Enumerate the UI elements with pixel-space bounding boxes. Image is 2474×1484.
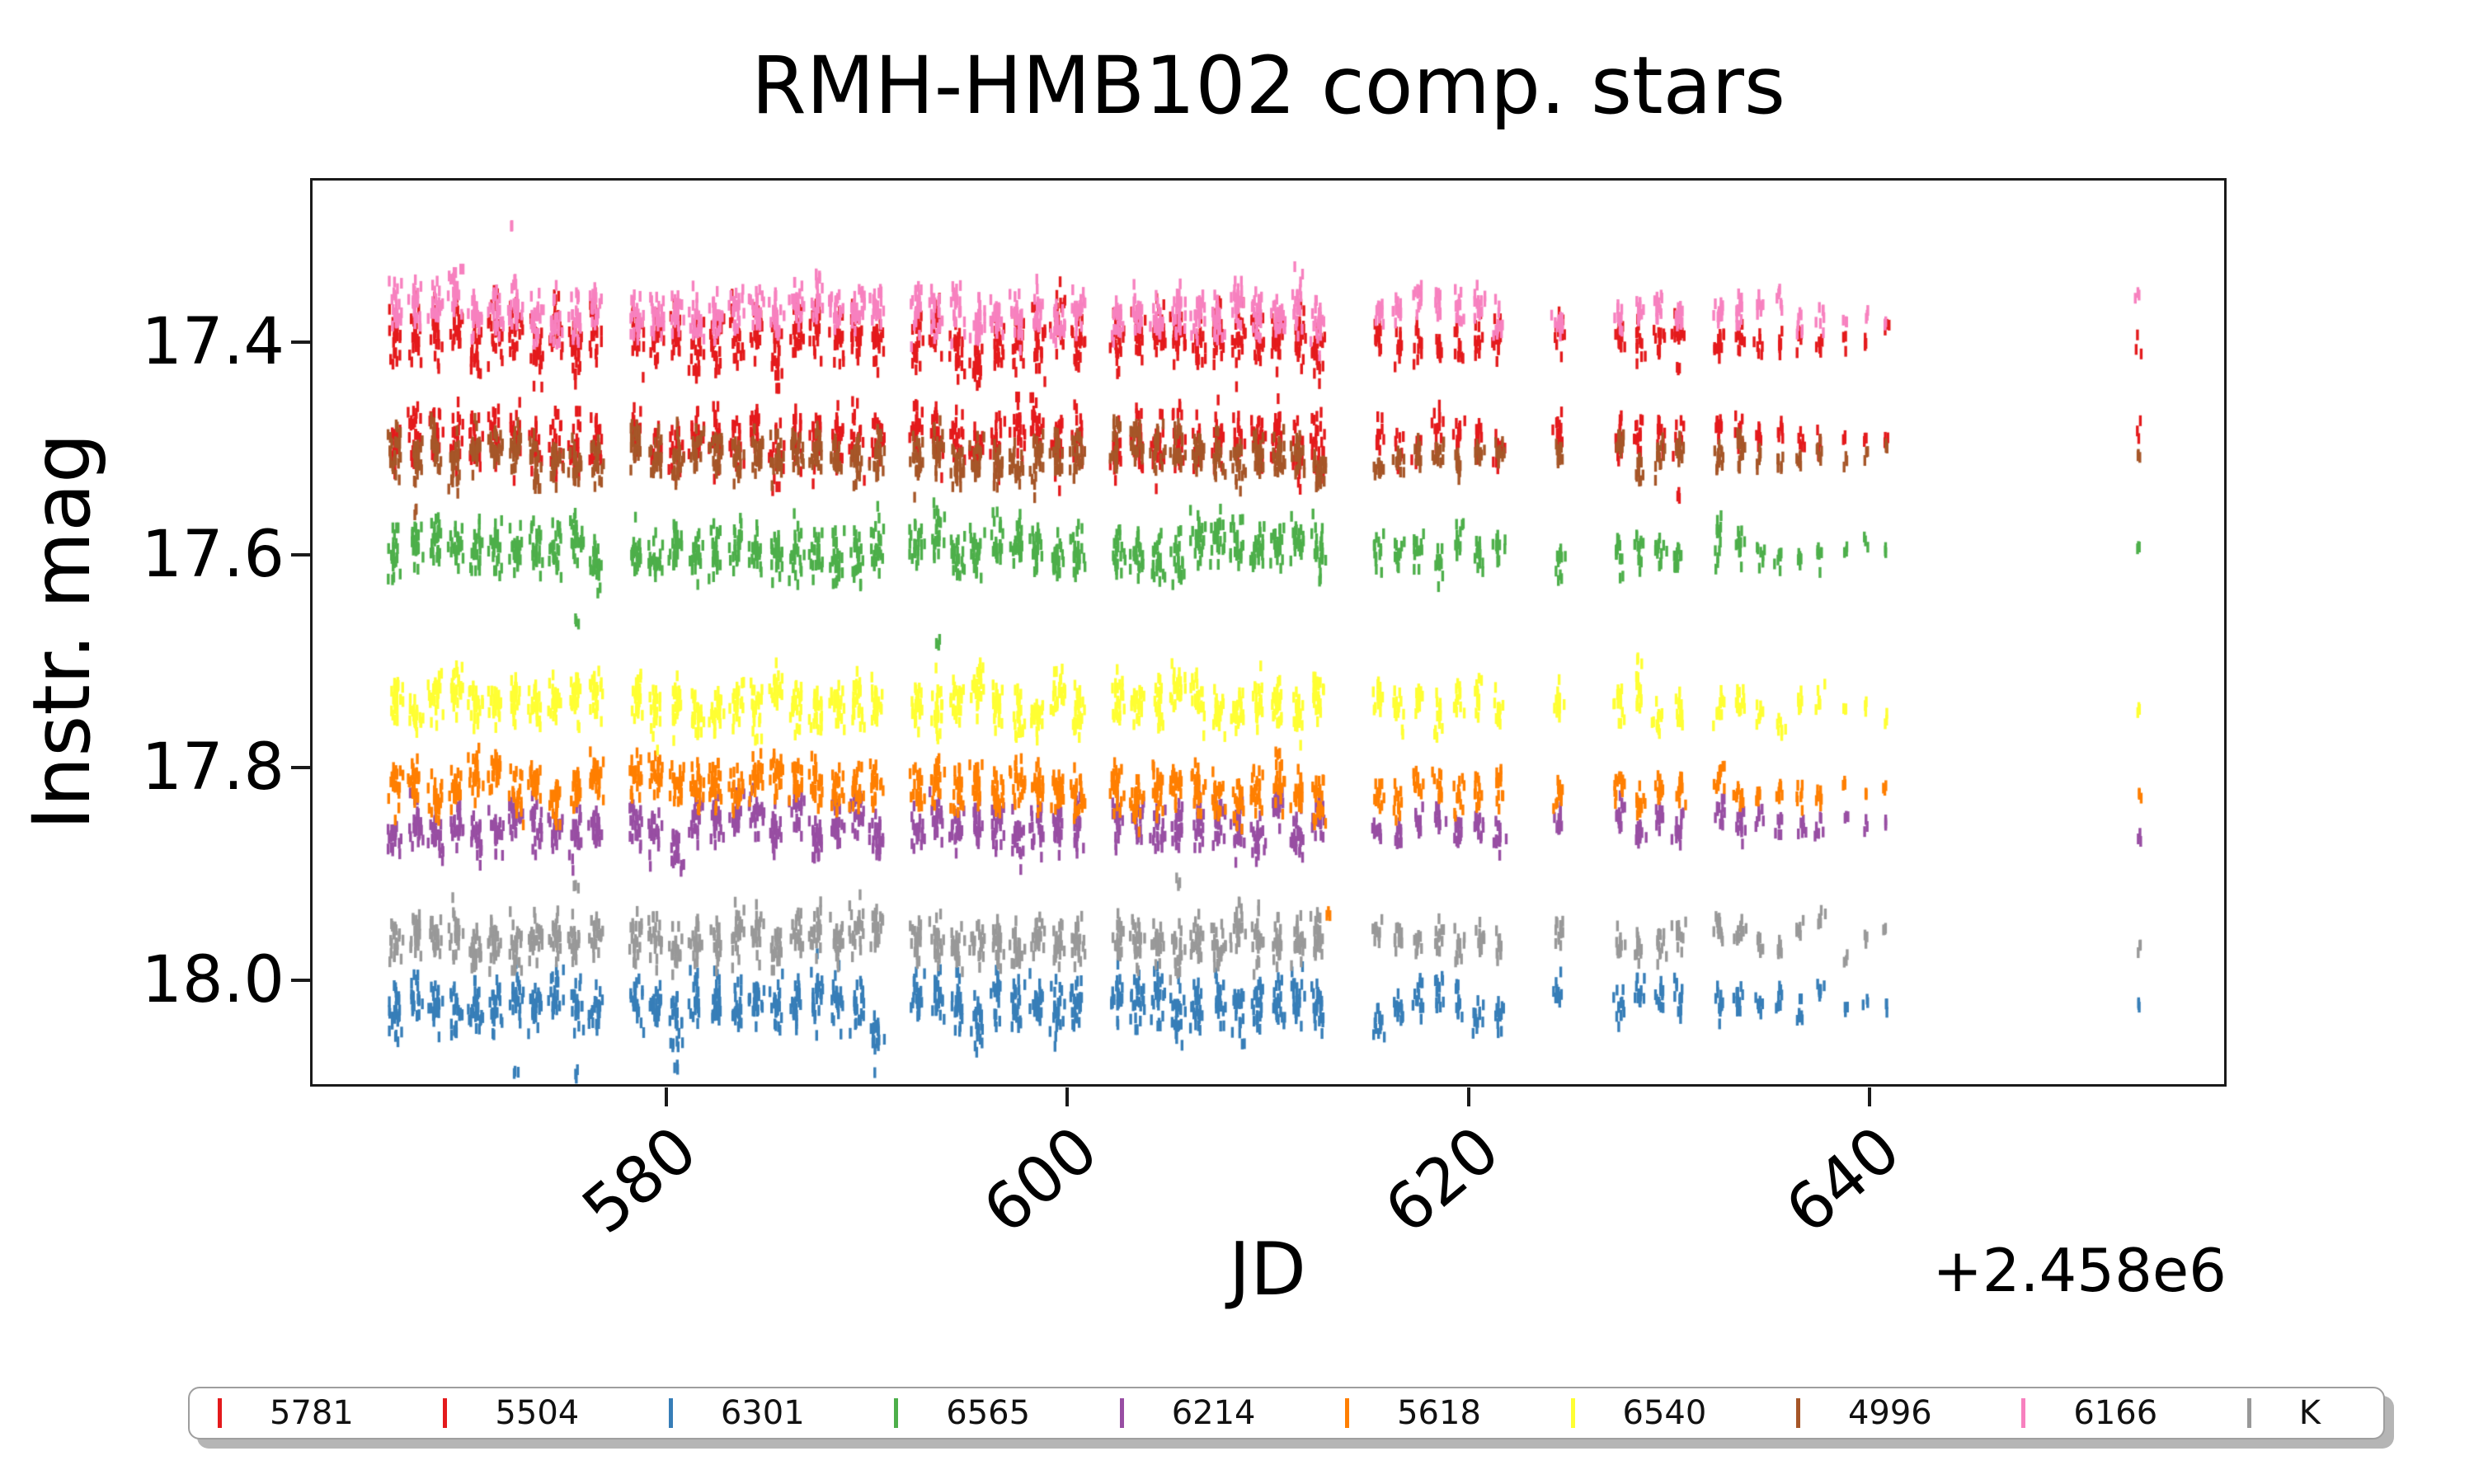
y-tick-label: 17.4 <box>141 305 285 379</box>
x-tick-mark <box>1065 1087 1069 1106</box>
legend-item-5504: 5504 <box>443 1397 668 1430</box>
y-tick-mark <box>291 766 310 769</box>
legend-marker-icon <box>668 1398 673 1428</box>
legend-item-4996: 4996 <box>1795 1394 2021 1432</box>
legend-item-label: 5504 <box>495 1394 580 1432</box>
legend-item-label: 6540 <box>1622 1394 1707 1432</box>
y-tick-mark <box>291 553 310 556</box>
legend-marker-icon <box>1795 1398 1800 1428</box>
legend-marker-icon <box>894 1398 899 1428</box>
scatter-canvas <box>313 181 2224 1084</box>
legend: 5781 5504 6301 6565 6214 5618 6540 4996 6166 K <box>188 1387 2385 1439</box>
legend-marker-icon <box>1345 1398 1350 1428</box>
x-axis-offset-label: +2.458e6 <box>1932 1236 2227 1305</box>
legend-item-label: 5618 <box>1397 1394 1481 1432</box>
legend-marker-icon <box>443 1398 448 1428</box>
y-tick-label: 17.8 <box>141 730 285 805</box>
legend-marker-icon <box>1119 1398 1124 1428</box>
legend-item-5781: 5781 <box>218 1397 443 1430</box>
legend-item-label: 6166 <box>2073 1394 2158 1432</box>
legend-item-6166: 6166 <box>2021 1397 2246 1430</box>
x-tick-mark <box>665 1087 668 1106</box>
legend-item-label: K <box>2298 1394 2321 1432</box>
y-tick-mark <box>291 979 310 982</box>
y-tick-label: 17.6 <box>141 518 285 592</box>
legend-item-label: 6214 <box>1171 1394 1256 1432</box>
legend-item-6540: 6540 <box>1570 1394 1796 1432</box>
legend-item-6214: 6214 <box>1119 1394 1345 1432</box>
legend-marker-icon <box>2021 1398 2026 1428</box>
legend-item-label: 6565 <box>946 1394 1031 1432</box>
legend-item-6301: 6301 <box>668 1394 894 1432</box>
x-axis-label: JD <box>1229 1227 1306 1312</box>
chart-title: RMH-HMB102 comp. stars <box>751 40 1785 132</box>
legend-item-K: K <box>2246 1394 2355 1432</box>
x-tick-mark <box>1868 1087 1871 1106</box>
y-axis-label: Instr. mag <box>16 433 108 830</box>
legend-item-label: 6301 <box>720 1394 805 1432</box>
x-tick-mark <box>1467 1087 1470 1106</box>
legend-marker-icon <box>2246 1398 2251 1428</box>
x-tick-label: 600 <box>970 1112 1112 1249</box>
legend-item-label: 4996 <box>1847 1394 1932 1432</box>
y-tick-mark <box>291 340 310 344</box>
legend-item-label: 5781 <box>270 1394 354 1432</box>
legend-marker-icon <box>218 1398 222 1428</box>
legend-item-5618: 5618 <box>1345 1397 1570 1430</box>
plot-area <box>310 178 2227 1087</box>
x-tick-label: 580 <box>569 1112 711 1249</box>
y-tick-label: 18.0 <box>141 943 285 1017</box>
legend-marker-icon <box>1570 1398 1575 1428</box>
legend-item-6565: 6565 <box>894 1397 1119 1430</box>
